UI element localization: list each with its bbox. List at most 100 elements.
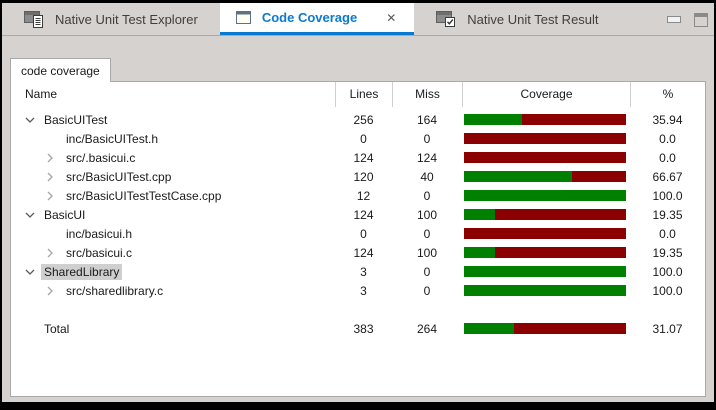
table-row[interactable]: src/BasicUITest.cpp1204066.67 [11,167,705,186]
coverage-cell [462,243,630,262]
table-row[interactable]: inc/BasicUITest.h 00 0.0 [11,129,705,148]
tab-native-unit-test-explorer[interactable]: Native Unit Test Explorer [2,3,220,35]
lines-value: 256 [335,113,392,127]
miss-value: 40 [392,170,462,184]
row-name-cell: src/sharedlibrary.c [11,283,335,299]
tab-label: Native Unit Test Result [467,12,598,27]
coverage-bar [464,190,626,201]
maximize-icon[interactable] [694,13,708,27]
chevron-right-icon[interactable] [47,248,63,258]
tab-native-unit-test-result[interactable]: Native Unit Test Result [414,3,620,35]
chevron-right-icon[interactable] [47,153,63,163]
chevron-right-icon[interactable] [47,191,63,201]
table-row[interactable]: inc/basicui.h000.0 [11,224,705,243]
chevron-down-icon[interactable] [25,269,41,275]
table-row[interactable]: src/sharedlibrary.c30100.0 [11,281,705,300]
coverage-bar-covered [464,266,626,277]
row-name-cell: src/BasicUITest.cpp [11,169,335,185]
row-name-label: inc/BasicUITest.h [63,131,161,147]
percent-value: 100.0 [630,265,705,279]
coverage-bar-covered [464,247,495,258]
lines-value: 12 [335,189,392,203]
window-controls [667,3,708,36]
coverage-cell [462,129,630,148]
miss-value: 100 [392,208,462,222]
column-header-lines[interactable]: Lines [335,82,392,107]
row-name-cell: inc/basicui.h [11,226,335,242]
lines-value: 124 [335,208,392,222]
table-body: BasicUITest 256164 35.94 inc/BasicUITest.h 0… [11,107,705,338]
spacer-row [11,300,705,319]
coverage-cell [462,186,630,205]
chevron-right-icon[interactable] [47,172,63,182]
table-row[interactable]: BasicUITest 256164 35.94 [11,110,705,129]
row-name-cell: src/.basicui.c [11,150,335,166]
lines-value: 0 [335,227,392,241]
row-name-label: BasicUITest [41,112,110,128]
column-header-percent[interactable]: % [630,82,705,107]
miss-value: 0 [392,189,462,203]
coverage-cell [462,281,630,300]
row-name-label: src/basicui.c [63,245,135,261]
miss-value: 0 [392,132,462,146]
coverage-bar-covered [464,114,522,125]
row-name-label: SharedLibrary [41,264,122,280]
coverage-cell [462,319,630,338]
tab-label: Native Unit Test Explorer [55,12,198,27]
miss-value: 164 [392,113,462,127]
minimize-icon[interactable] [667,16,681,23]
percent-value: 100.0 [630,284,705,298]
coverage-bar-covered [464,285,626,296]
close-tab-icon[interactable]: ✕ [384,11,398,25]
percent-value: 100.0 [630,189,705,203]
row-name-label: Total [41,321,72,337]
lines-value: 0 [335,132,392,146]
tab-label: Code Coverage [262,10,357,25]
tab-code-coverage-sub[interactable]: code coverage [10,58,111,82]
row-name-cell: BasicUI [11,207,335,223]
table-row[interactable]: src/.basicui.c1241240.0 [11,148,705,167]
window-icon [236,11,251,24]
coverage-bar [464,114,626,125]
column-header-name[interactable]: Name [11,82,335,107]
coverage-cell [462,148,630,167]
percent-value: 35.94 [630,113,705,127]
tab-code-coverage[interactable]: Code Coverage ✕ [220,3,414,35]
lines-value: 124 [335,151,392,165]
coverage-bar-covered [464,209,495,220]
row-name-label: src/sharedlibrary.c [63,283,166,299]
table-row[interactable]: BasicUI12410019.35 [11,205,705,224]
miss-value: 0 [392,227,462,241]
row-name-label: src/BasicUITest.cpp [63,169,174,185]
miss-value: 0 [392,284,462,298]
column-header-miss[interactable]: Miss [392,82,462,107]
row-name-label: src/.basicui.c [63,150,138,166]
table-row[interactable]: SharedLibrary 30 100.0 [11,262,705,281]
table-row[interactable]: src/BasicUITestTestCase.cpp 120 100.0 [11,186,705,205]
lines-value: 124 [335,246,392,260]
row-name-cell: Total [11,321,335,337]
coverage-cell [462,205,630,224]
coverage-bar [464,285,626,296]
percent-value: 31.07 [630,322,705,336]
chevron-down-icon[interactable] [25,117,41,123]
coverage-cell [462,167,630,186]
coverage-bar [464,266,626,277]
row-name-label: BasicUI [41,207,88,223]
coverage-bar-covered [464,323,514,334]
table-header: Name Lines Miss Coverage % [11,82,705,107]
tool-window: Native Unit Test Explorer Code Coverage … [0,0,716,410]
percent-value: 0.0 [630,132,705,146]
lines-value: 3 [335,265,392,279]
chevron-right-icon[interactable] [47,286,63,296]
total-row[interactable]: Total38326431.07 [11,319,705,338]
row-name-label: src/BasicUITestTestCase.cpp [63,188,224,204]
percent-value: 66.67 [630,170,705,184]
chevron-down-icon[interactable] [25,212,41,218]
coverage-cell [462,224,630,243]
miss-value: 0 [392,265,462,279]
miss-value: 264 [392,322,462,336]
table-row[interactable]: src/basicui.c12410019.35 [11,243,705,262]
coverage-bar-covered [464,190,626,201]
column-header-coverage[interactable]: Coverage [462,82,630,107]
